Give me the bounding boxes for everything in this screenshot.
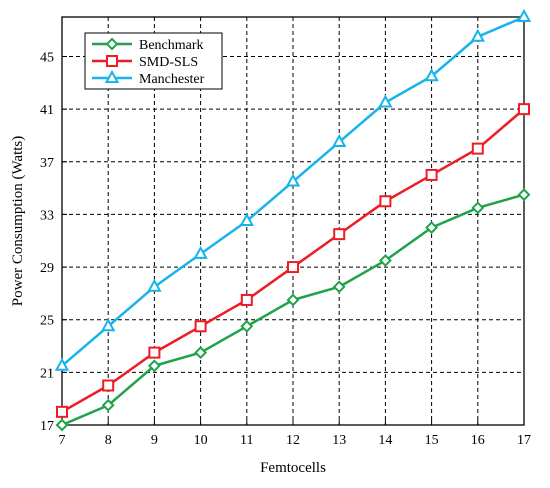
data-point-smd-sls [194,320,207,333]
series-manchester [54,8,532,371]
data-point-manchester [332,133,347,148]
legend-marker [105,37,119,51]
y-tick-label: 37 [40,156,54,171]
y-tick-label: 41 [40,103,54,118]
data-point-manchester [193,245,208,259]
legend: Benchmark SMD-SLS Manchester [84,32,223,90]
legend-marker [106,55,118,67]
data-point-benchmark [55,418,69,432]
data-point-manchester [101,318,116,332]
data-point-manchester [239,212,254,226]
series-layer [54,8,532,432]
data-point-manchester [147,278,162,292]
x-tick-label: 8 [105,433,112,448]
x-tick-label: 16 [471,433,485,448]
data-point-smd-sls [148,346,161,359]
data-point-smd-sls [518,103,530,116]
x-tick-label: 13 [332,433,346,448]
legend-item-benchmark: Benchmark [92,37,204,53]
data-point-manchester [424,68,439,82]
series-benchmark [55,188,531,432]
series-smd-sls [56,103,530,418]
data-point-smd-sls [471,142,484,155]
x-tick-label: 15 [425,433,439,448]
legend-label: SMD-SLS [139,55,198,70]
data-point-smd-sls [240,293,253,306]
data-point-benchmark [471,201,485,215]
data-point-manchester [378,94,393,108]
y-tick-label: 33 [40,208,54,223]
data-point-smd-sls [425,168,438,181]
axis-ticks: 7 8 9 10 11 12 13 14 15 16 17 17 21 25 29 33 37 41 45 [40,50,531,448]
data-point-manchester [516,8,532,22]
legend-label: Manchester [139,72,205,87]
data-point-benchmark [425,221,439,234]
y-tick-label: 21 [40,366,54,381]
y-tick-label: 17 [40,419,54,434]
x-tick-label: 7 [59,433,66,448]
data-point-benchmark [240,319,254,333]
legend-label: Benchmark [139,38,204,53]
data-point-benchmark [378,254,392,267]
data-point-smd-sls [333,228,346,241]
data-point-benchmark [147,359,161,373]
data-point-smd-sls [102,379,115,392]
x-tick-label: 10 [194,433,208,448]
data-point-benchmark [286,293,300,307]
x-tick-label: 12 [286,433,300,448]
x-tick-label: 14 [378,433,392,448]
legend-item-smd-sls: SMD-SLS [92,55,198,70]
x-tick-label: 17 [517,433,531,448]
data-point-smd-sls [287,261,299,274]
data-point-smd-sls [56,405,68,418]
x-tick-label: 9 [151,433,158,448]
y-tick-label: 25 [40,314,54,329]
data-point-benchmark [517,188,531,202]
x-axis-label: Femtocells [260,460,326,476]
data-point-manchester [470,28,485,42]
data-point-benchmark [194,346,208,360]
legend-item-manchester: Manchester [92,69,205,87]
y-tick-label: 29 [40,261,54,276]
data-point-smd-sls [379,195,392,208]
series-line-smd-sls [61,108,525,413]
y-tick-label: 45 [40,50,54,65]
x-tick-label: 11 [240,433,253,448]
legend-marker [104,69,120,83]
data-point-benchmark [101,398,115,412]
data-point-manchester [285,173,301,187]
data-point-manchester [54,357,70,371]
data-point-benchmark [332,280,346,294]
y-axis-label: Power Consumption (Watts) [10,136,26,306]
